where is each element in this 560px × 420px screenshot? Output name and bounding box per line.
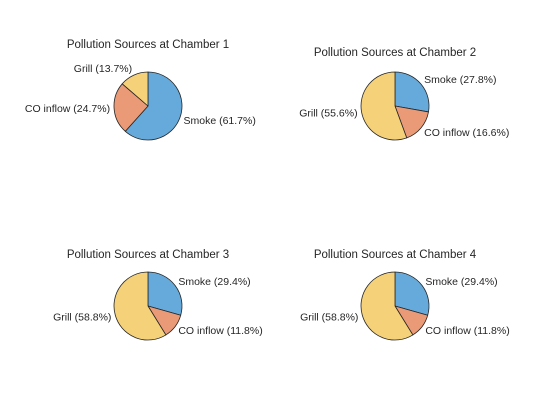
pie-label-smoke: Smoke (29.4%)	[178, 276, 250, 288]
chart-chamber-4: Pollution Sources at Chamber 4 Smoke (29…	[300, 249, 510, 341]
chart-title: Pollution Sources at Chamber 4	[314, 249, 477, 261]
pie-slice-smoke	[147, 271, 183, 316]
pie-labels: Smoke (27.8%) CO inflow (16.6%) Grill (55.…	[299, 74, 509, 139]
pie-label-grill: Grill (55.6%)	[299, 108, 357, 120]
pie-slices	[113, 271, 183, 341]
chart-title: Pollution Sources at Chamber 3	[67, 249, 229, 261]
pie-labels: Smoke (61.7%) CO inflow (24.7%) Grill (13.…	[25, 63, 256, 127]
pie-slices	[360, 71, 430, 141]
pie-slices	[113, 71, 183, 141]
pie-slice-grill	[121, 71, 149, 107]
chart-chamber-2: Pollution Sources at Chamber 2 Smoke (27…	[299, 47, 509, 141]
chart-title: Pollution Sources at Chamber 1	[67, 39, 229, 51]
pie-labels: Smoke (29.4%) CO inflow (11.8%) Grill (58.…	[53, 276, 263, 337]
pie-label-smoke: Smoke (27.8%)	[424, 74, 496, 86]
pie-label-co-inflow: CO inflow (11.8%)	[178, 325, 262, 337]
pie-slice-grill	[360, 71, 408, 141]
pie-label-co-inflow: CO inflow (11.8%)	[425, 325, 509, 337]
pie-labels: Smoke (29.4%) CO inflow (11.8%) Grill (58.…	[300, 276, 510, 337]
pie-label-co-inflow: CO inflow (16.6%)	[424, 127, 509, 139]
pie-slice-co-inflow	[113, 83, 149, 132]
pie-slice-smoke	[124, 71, 183, 141]
pie-slice-grill	[360, 271, 414, 341]
pie-slice-smoke	[394, 271, 430, 316]
pie-label-co-inflow: CO inflow (24.7%)	[25, 103, 110, 115]
pie-label-grill: Grill (13.7%)	[74, 63, 132, 75]
pie-label-smoke: Smoke (29.4%)	[425, 276, 497, 288]
pie-label-grill: Grill (58.8%)	[53, 312, 111, 324]
chart-title: Pollution Sources at Chamber 2	[314, 47, 476, 59]
pie-slice-grill	[113, 271, 167, 341]
pie-slice-smoke	[394, 71, 430, 113]
pie-label-smoke: Smoke (61.7%)	[183, 115, 255, 127]
chart-chamber-3: Pollution Sources at Chamber 3 Smoke (29…	[53, 249, 263, 341]
chart-chamber-1: Pollution Sources at Chamber 1 Smoke (61…	[25, 39, 256, 141]
pie-label-grill: Grill (58.8%)	[300, 312, 358, 324]
pie-slices	[360, 271, 430, 341]
